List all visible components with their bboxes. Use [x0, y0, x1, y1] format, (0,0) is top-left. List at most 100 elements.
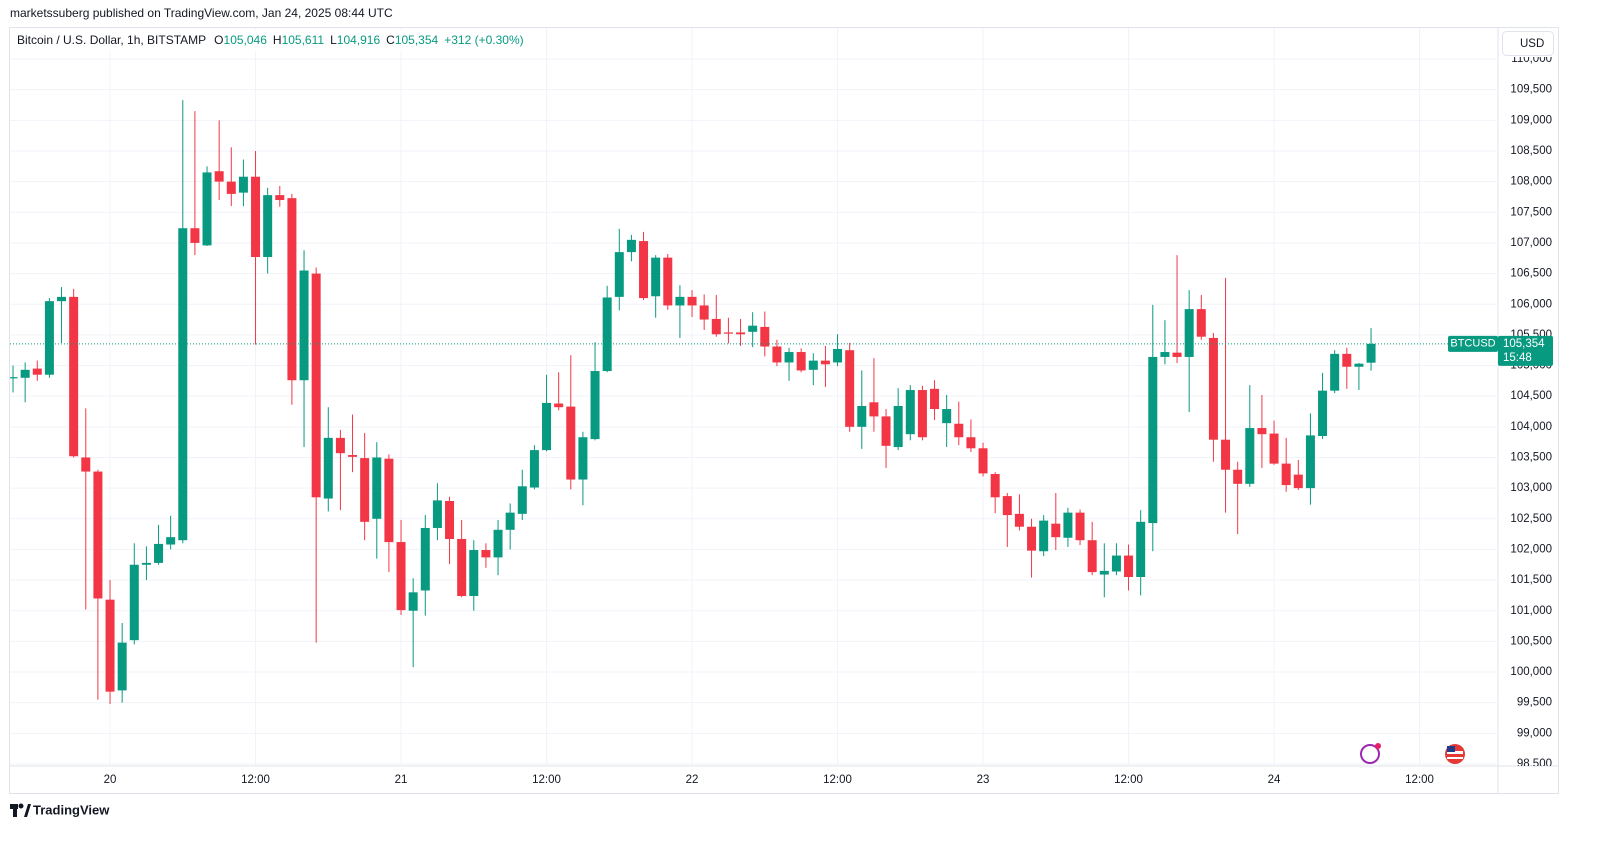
candle-body: [1305, 435, 1315, 489]
countdown: 15:48: [1503, 352, 1532, 364]
candle-body: [311, 273, 321, 498]
y-tick-label: 110,000: [1511, 53, 1552, 65]
y-tick-label: 103,500: [1510, 452, 1552, 464]
x-tick-label: 22: [686, 774, 699, 786]
candle-body: [820, 360, 830, 365]
candle-body: [978, 448, 988, 474]
candle-body: [1208, 337, 1218, 440]
candle-body: [408, 592, 418, 611]
candle-body: [1293, 474, 1303, 489]
candle-body: [1136, 521, 1146, 578]
candles: [10, 100, 1376, 704]
currency-button[interactable]: [1502, 31, 1554, 56]
y-tick-label: 100,000: [1510, 666, 1552, 678]
x-tick-label: 12:00: [1405, 774, 1434, 786]
candle-body: [178, 228, 188, 541]
candle-body: [1281, 463, 1291, 486]
candle-body: [711, 318, 721, 335]
candle-body: [990, 474, 1000, 498]
candle-body: [1124, 555, 1134, 578]
candle-body: [1075, 512, 1085, 541]
icon-sparkle[interactable]: [1360, 743, 1381, 764]
y-tick-label: 103,000: [1510, 482, 1552, 494]
candle-body: [699, 305, 709, 320]
candle-body: [105, 599, 115, 692]
ohlc-value: 105,046: [224, 33, 268, 47]
candle-body: [639, 241, 649, 299]
candle-body: [360, 458, 370, 522]
candle-body: [505, 512, 515, 530]
candle-body: [772, 346, 782, 363]
price-tag: 105,354: [1503, 338, 1545, 350]
y-tick-label: 102,000: [1510, 543, 1552, 555]
y-tick-label: 102,500: [1510, 513, 1552, 525]
ohlc-value: 105,611: [282, 33, 325, 47]
candle-body: [251, 176, 261, 258]
candle-body: [396, 542, 406, 611]
price-axis: 98,500 99,000 99,500 100,000 100,500 101,000 1…: [1510, 53, 1552, 766]
symbol-title: Bitcoin / U.S. Dollar, 1h, BITSTAMP: [17, 33, 206, 47]
y-tick-label: 101,500: [1510, 574, 1552, 586]
candle-body: [1245, 428, 1255, 484]
legend: Bitcoin / U.S. Dollar, 1h, BITSTAMP O105,…: [17, 33, 524, 47]
candle-body: [1027, 526, 1037, 551]
candle-body: [748, 325, 758, 332]
candle-body: [1160, 352, 1170, 357]
x-tick-label: 20: [104, 774, 117, 786]
candle-body: [445, 500, 455, 540]
candle-body: [1002, 496, 1012, 516]
candle-body: [141, 562, 151, 565]
ohlc-value: 105,354: [395, 33, 439, 47]
candle-body: [335, 437, 345, 454]
y-tick-label: 104,000: [1510, 421, 1552, 433]
candle-body: [760, 326, 770, 347]
icon-flag[interactable]: [1445, 744, 1465, 764]
candle-body: [869, 402, 879, 417]
candle-body: [614, 252, 624, 297]
y-tick-label: 106,500: [1510, 268, 1552, 280]
candle-body: [723, 332, 733, 334]
candle-body: [881, 416, 891, 446]
candle-body: [214, 171, 224, 182]
candle-body: [942, 409, 952, 424]
candle-body: [323, 437, 333, 499]
y-tick-label: 100,500: [1510, 635, 1552, 647]
x-tick-label: 12:00: [823, 774, 852, 786]
candle-body: [81, 457, 91, 472]
candle-body: [578, 437, 588, 480]
candle-body: [1366, 343, 1376, 363]
candle-body: [384, 458, 394, 543]
candle-body: [69, 296, 79, 457]
candle-body: [602, 297, 612, 372]
candle-body: [10, 377, 18, 379]
grid: [10, 28, 1498, 766]
ohlc-key: L: [330, 33, 337, 47]
candle-body: [857, 405, 867, 427]
y-tick-label: 109,500: [1510, 84, 1552, 96]
candle-body: [129, 564, 139, 641]
candle-body: [372, 457, 382, 519]
candle-body: [626, 239, 636, 253]
candle-body: [44, 301, 54, 375]
candle-body: [808, 360, 818, 370]
ohlc-key: H: [273, 33, 282, 47]
candle-body: [1184, 309, 1194, 357]
candle-body: [663, 257, 673, 306]
candle-body: [1330, 353, 1340, 391]
currency[interactable]: USD: [1520, 38, 1544, 50]
candle-body: [481, 550, 491, 558]
footer-logo: [10, 803, 31, 817]
published-note: marketssuberg published on TradingView.c…: [10, 6, 393, 20]
x-tick-label: 12:00: [241, 774, 270, 786]
candle-body: [1257, 428, 1267, 435]
ohlc-value: 104,916: [337, 33, 381, 47]
y-tick-label: 104,500: [1510, 390, 1552, 402]
y-tick-label: 108,500: [1510, 145, 1552, 157]
candle-body: [57, 296, 67, 302]
candle-body: [154, 543, 164, 563]
candle-body: [226, 181, 236, 194]
last-price: BTCUSD 105,354 15:48: [10, 335, 1553, 366]
candle-body: [1051, 523, 1061, 538]
y-tick-label: 107,500: [1510, 206, 1552, 218]
